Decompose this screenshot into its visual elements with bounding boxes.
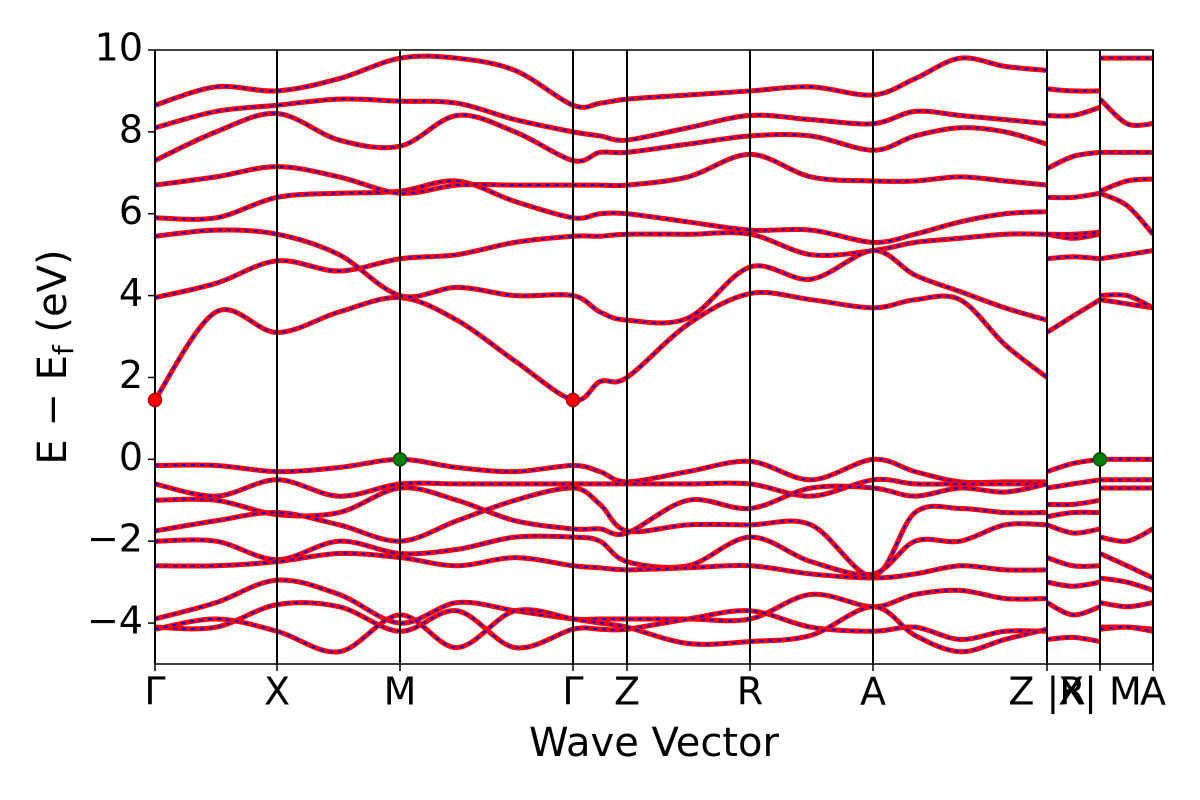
band-line-dashed [155, 478, 1153, 498]
y-tick-label: 4 [119, 271, 143, 315]
band-line-dashed [155, 522, 1153, 579]
y-tick-label: 2 [119, 353, 143, 397]
band-line-dashed [155, 486, 1153, 577]
band-line-dashed [155, 97, 1153, 142]
x-tick-label: X| M [1058, 670, 1142, 715]
band-edge-marker [565, 392, 581, 408]
band-line-dashed [155, 231, 1153, 299]
x-tick-label: Γ [562, 670, 583, 714]
band-line-dashed [155, 578, 1153, 625]
band-line-dashed [155, 605, 1153, 653]
band-line [155, 151, 1153, 201]
y-tick-label: 10 [95, 26, 143, 70]
band-line-dashed [155, 482, 1153, 536]
x-tick-label: Γ [144, 670, 165, 714]
x-axis-label: Wave Vector [529, 720, 780, 766]
band-line [155, 227, 1153, 326]
x-tick-label: Z [614, 670, 640, 714]
x-tick-label: X [264, 670, 290, 714]
band-edge-marker [392, 452, 408, 467]
y-tick-label: −4 [87, 599, 143, 643]
x-tick-label: A [860, 670, 886, 714]
band-edge-marker [1092, 452, 1108, 467]
y-tick-label: 8 [119, 107, 143, 151]
band-line-dashed [155, 229, 1153, 324]
y-tick-label: 6 [119, 189, 143, 233]
bands [155, 53, 1153, 655]
band-line [155, 96, 1153, 143]
band-line-dashed [155, 55, 1153, 109]
y-axis-label-main: E − E [30, 355, 76, 465]
y-axis-label-unit: (eV) [30, 249, 76, 345]
y-tick-label: −2 [87, 517, 143, 561]
band-line [155, 485, 1153, 579]
x-tick-label: Z |R [1008, 670, 1085, 715]
x-tick-label: R [737, 670, 763, 714]
plot-frame [154, 49, 1154, 665]
band-line-dashed [155, 552, 1153, 592]
band-edge-marker [147, 392, 163, 408]
band-line-dashed [155, 112, 1153, 170]
band-line-dashed [155, 179, 1153, 244]
y-axis-label-sub: f [47, 344, 80, 355]
y-tick-label: 0 [119, 435, 143, 479]
x-tick-label: M [384, 670, 417, 714]
x-tick-label: A [1140, 670, 1166, 714]
y-axis-label: E − Ef (eV) [30, 249, 80, 464]
band-line-dashed [155, 153, 1153, 199]
